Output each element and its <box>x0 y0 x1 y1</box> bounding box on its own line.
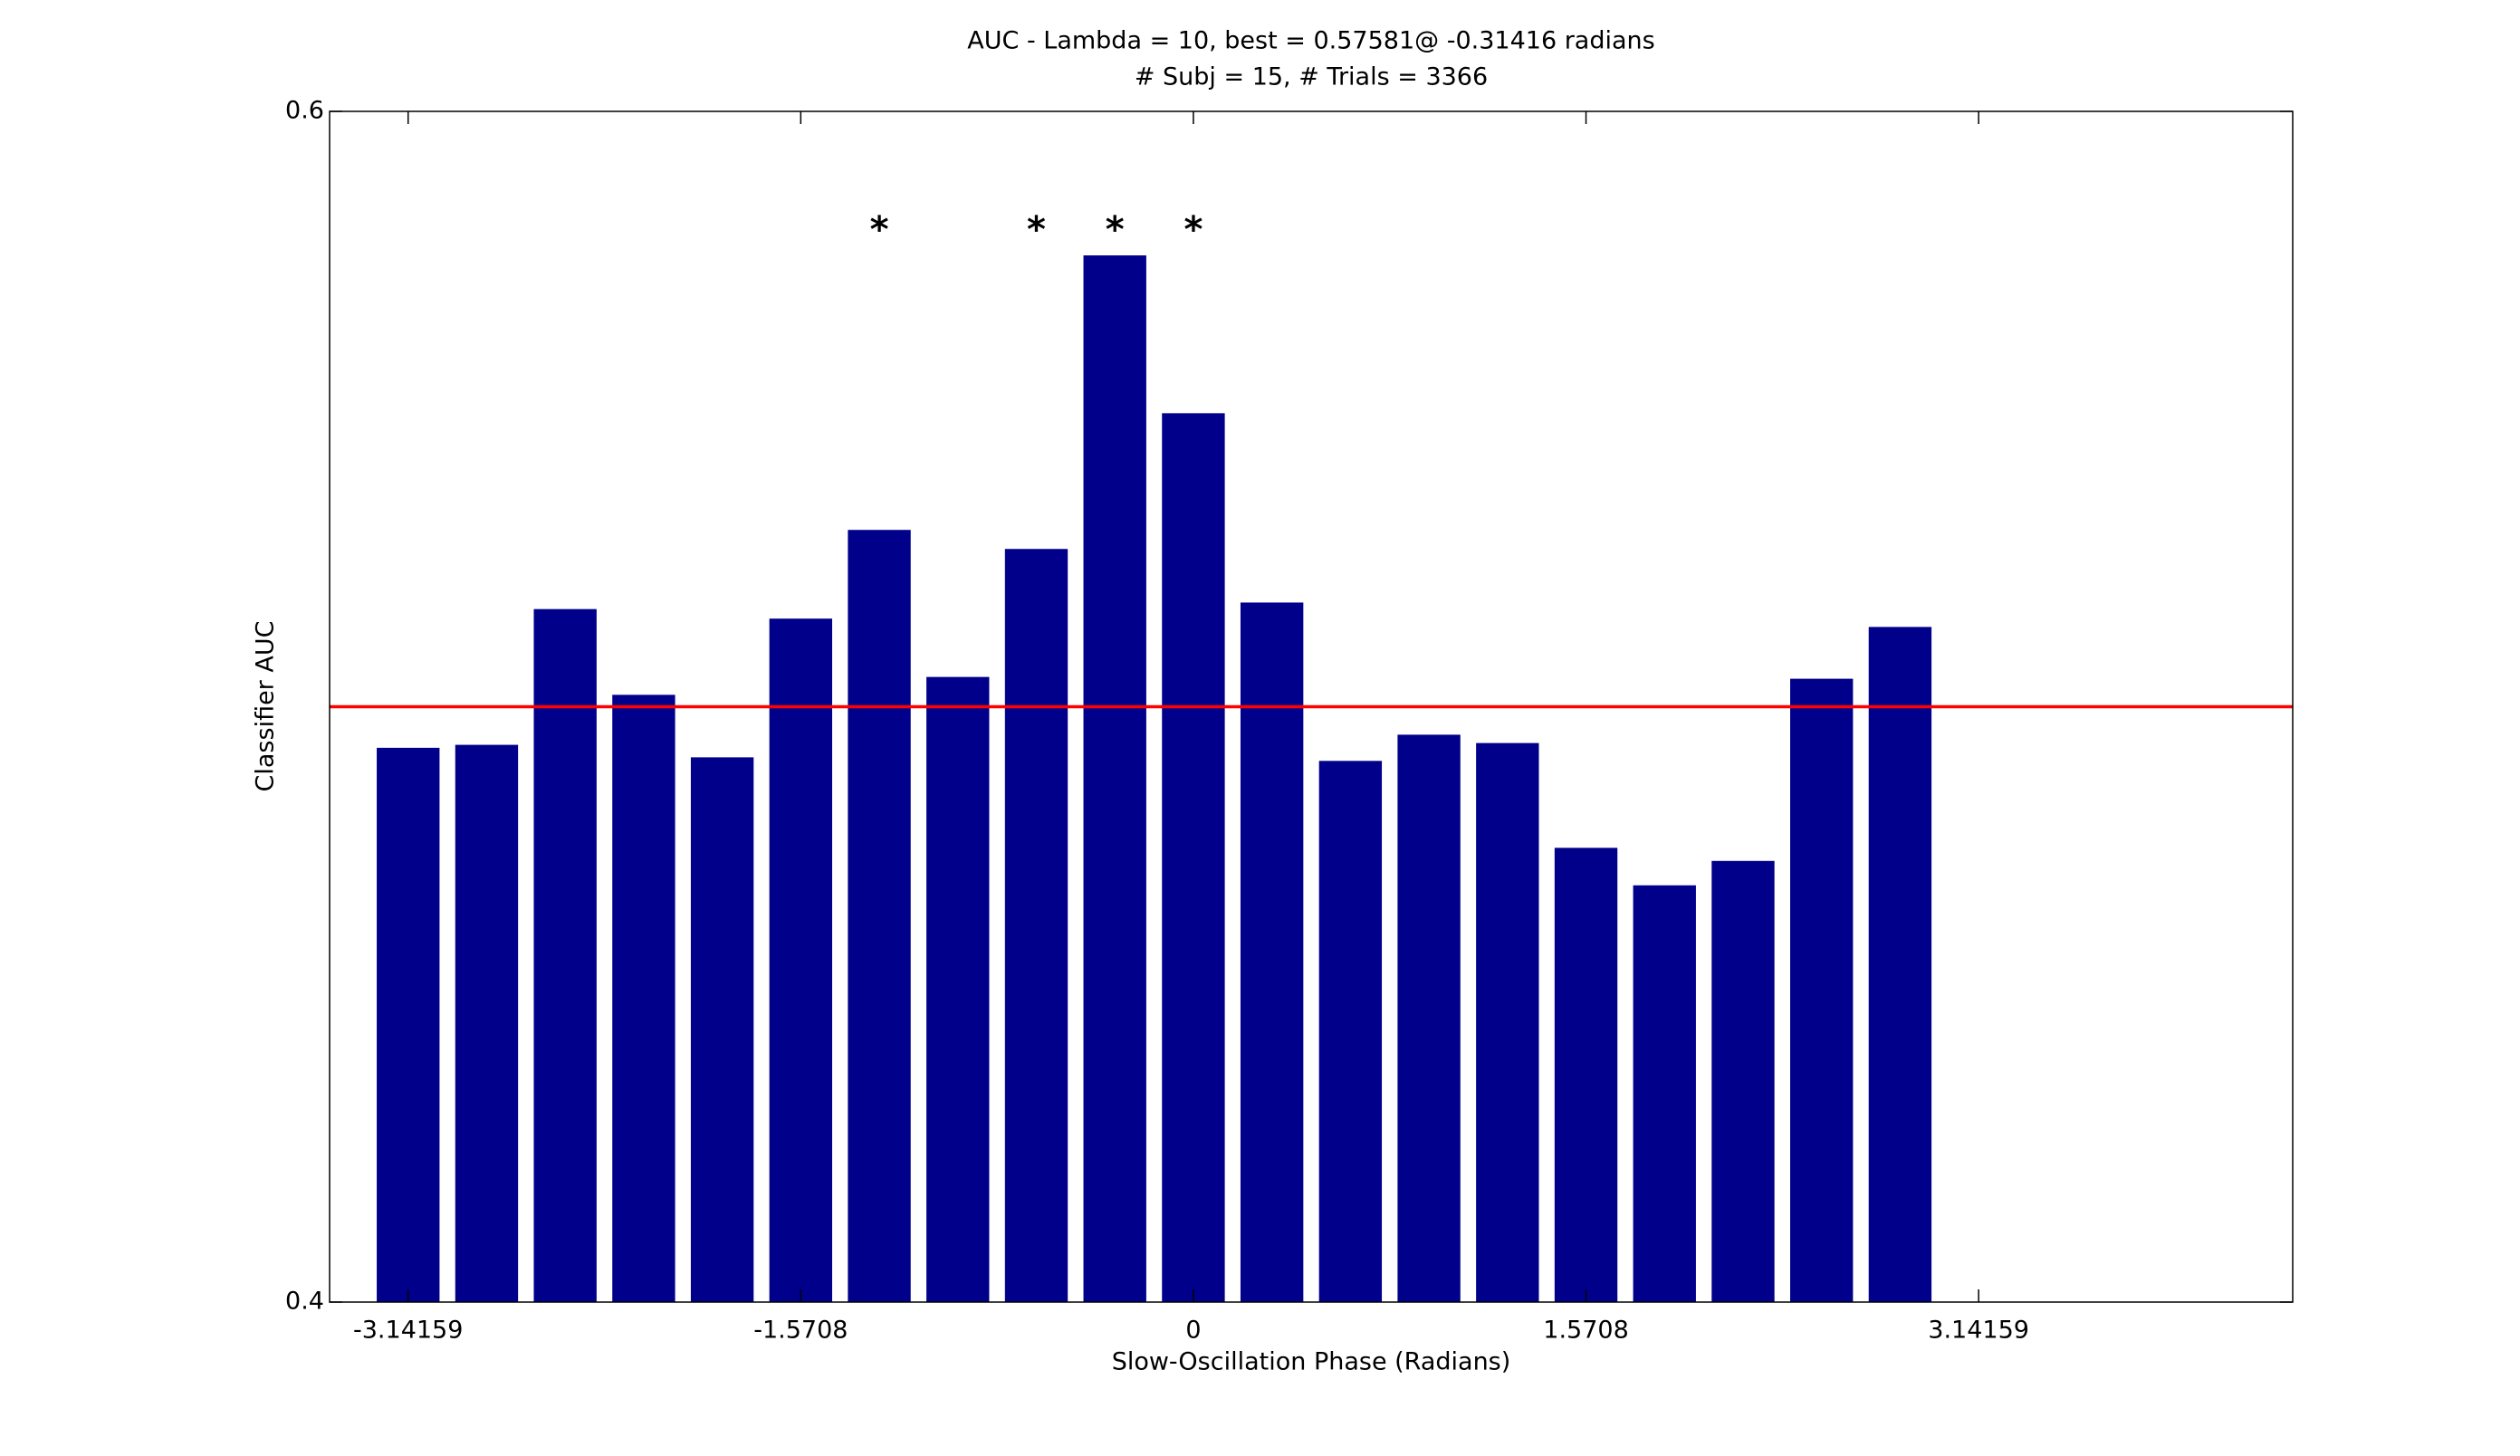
x-axis-label: Slow-Oscillation Phase (Radians) <box>1112 1348 1511 1376</box>
x-tick-label: 1.5708 <box>1543 1317 1628 1345</box>
bar <box>1240 602 1304 1302</box>
x-tick-label: 0 <box>1185 1317 1201 1345</box>
bar <box>1711 860 1775 1302</box>
bar <box>926 676 990 1302</box>
bar <box>1633 885 1696 1302</box>
y-tick-label: 0.4 <box>285 1288 324 1316</box>
significance-marker: * <box>1027 209 1046 251</box>
bar <box>612 694 676 1302</box>
bar <box>377 747 440 1302</box>
bar <box>1318 761 1383 1302</box>
significance-marker: * <box>1106 209 1125 251</box>
bar <box>1004 549 1068 1302</box>
x-tick-label: 3.14159 <box>1928 1317 2029 1345</box>
bar <box>455 744 519 1302</box>
significance-marker: * <box>870 209 889 251</box>
bar <box>1790 678 1854 1302</box>
y-axis-label: Classifier AUC <box>252 621 280 792</box>
bar <box>769 618 833 1302</box>
bar <box>533 608 597 1302</box>
plot-frame <box>329 110 2294 1303</box>
chart-subtitle: # Subj = 15, # Trials = 3366 <box>1135 63 1488 91</box>
bar <box>1083 255 1146 1302</box>
y-tick-label: 0.6 <box>285 97 324 125</box>
bar <box>690 757 754 1302</box>
significance-marker: * <box>1183 209 1203 251</box>
x-tick-label: -3.14159 <box>353 1317 463 1345</box>
bar <box>1868 627 1932 1302</box>
bar <box>1476 742 1539 1302</box>
bar <box>1554 848 1618 1302</box>
chart-title: AUC - Lambda = 10, best = 0.57581@ -0.31… <box>967 27 1654 55</box>
bar <box>848 530 911 1302</box>
bar <box>1162 413 1225 1302</box>
bar <box>1397 734 1461 1302</box>
x-tick-label: -1.5708 <box>753 1317 848 1345</box>
